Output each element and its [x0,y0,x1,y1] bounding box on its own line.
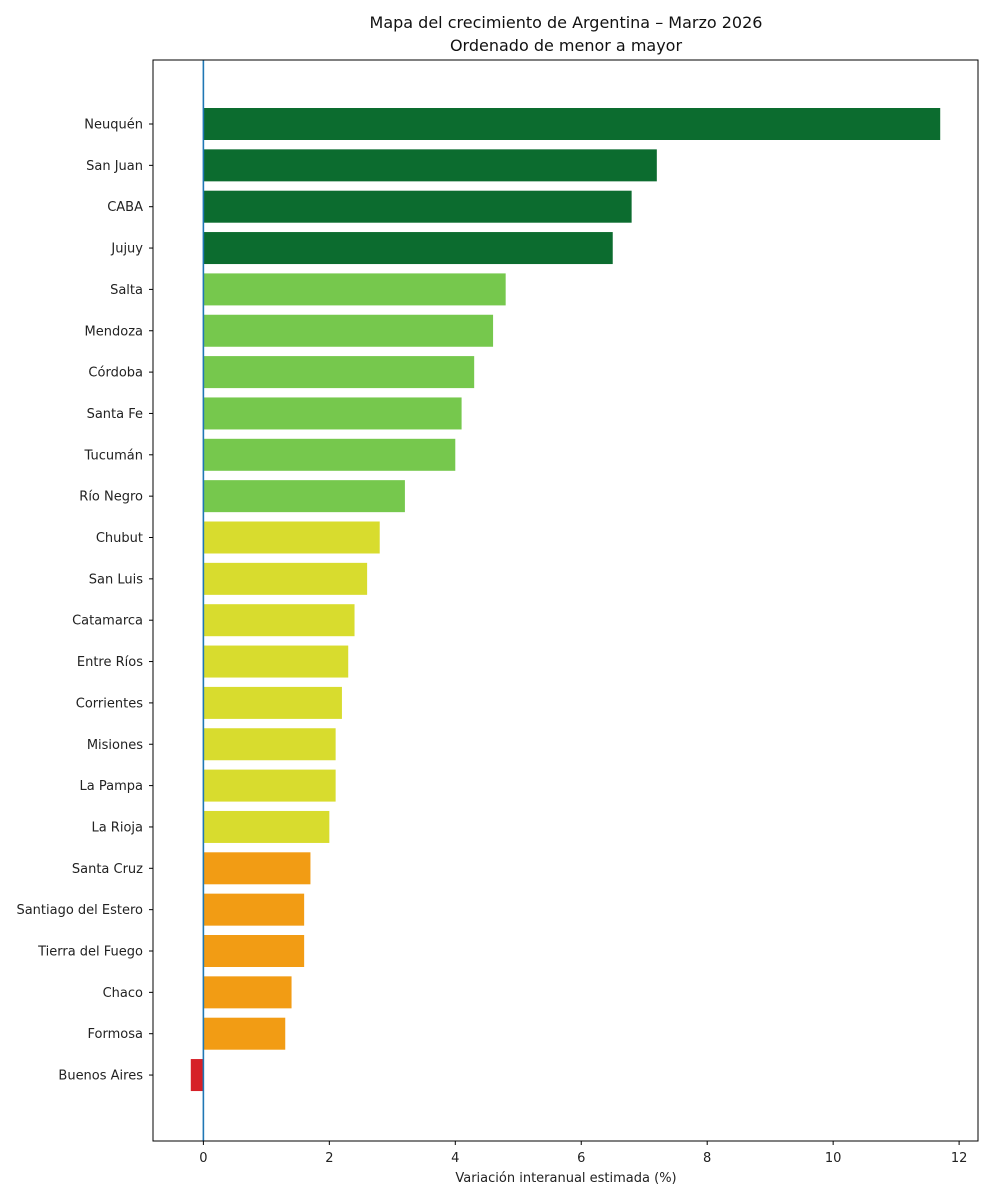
x-tick-label: 0 [199,1151,207,1166]
bar [203,852,311,885]
y-tick-label: Neuquén [84,118,143,133]
y-tick-label: Mendoza [85,324,143,339]
bar [203,893,305,926]
bar [203,1017,286,1050]
bar [203,604,355,637]
plot-frame [152,59,979,1142]
bar [203,645,349,678]
y-tick-label: Catamarca [72,614,143,629]
y-tick-label: Río Negro [79,490,143,505]
y-tick-label: Tucumán [84,448,143,463]
y-tick-label: Jujuy [110,242,143,257]
y-tick-label: Buenos Aires [58,1069,143,1084]
y-tick-label: Santa Cruz [72,862,143,877]
bar [203,521,380,554]
bars [190,108,941,1092]
y-tick-label: Misiones [87,738,143,753]
chart-title: Mapa del crecimiento de Argentina – Marz… [370,13,763,32]
bar [203,976,292,1009]
y-tick-labels: Neuquén San Juan CABA Jujuy Salta Mendoza Córd… [16,118,153,1084]
bar [203,232,613,265]
bar [203,397,462,430]
bar [203,728,336,761]
bar [203,769,336,802]
y-tick-label: Santa Fe [87,407,143,422]
bar [203,190,632,223]
y-tick-label: Salta [110,283,143,298]
bar [203,935,305,967]
bar [203,438,456,471]
bar [203,273,506,306]
x-ticks: 0 2 4 6 8 10 12 [199,1141,967,1166]
y-tick-label: San Juan [86,159,143,174]
y-tick-label: Santiago del Estero [16,903,143,918]
y-tick-label: San Luis [89,572,143,587]
bar [203,149,657,182]
y-tick-label: La Pampa [80,779,143,794]
bar [190,1059,204,1092]
bar [203,686,342,719]
bar [203,108,941,140]
y-tick-label: Chaco [103,986,143,1001]
x-tick-label: 8 [703,1151,711,1166]
y-tick-label: CABA [107,200,143,215]
bar [203,356,475,389]
x-tick-label: 6 [577,1151,585,1166]
x-axis-label: Variación interanual estimada (%) [455,1171,676,1186]
y-tick-label: Chubut [96,531,143,546]
y-tick-label: Formosa [88,1027,143,1042]
x-tick-label: 12 [951,1151,968,1166]
y-tick-label: Corrientes [76,696,143,711]
x-tick-label: 10 [825,1151,842,1166]
bar [203,480,405,513]
y-tick-label: La Rioja [91,820,143,835]
bar [203,314,494,347]
x-tick-label: 2 [325,1151,333,1166]
y-tick-label: Entre Ríos [77,655,143,670]
bar [203,562,368,595]
y-tick-label: Tierra del Fuego [37,945,143,960]
x-tick-label: 4 [451,1151,459,1166]
chart-subtitle: Ordenado de menor a mayor [450,36,683,55]
y-tick-label: Córdoba [88,366,143,381]
bar [203,810,330,843]
